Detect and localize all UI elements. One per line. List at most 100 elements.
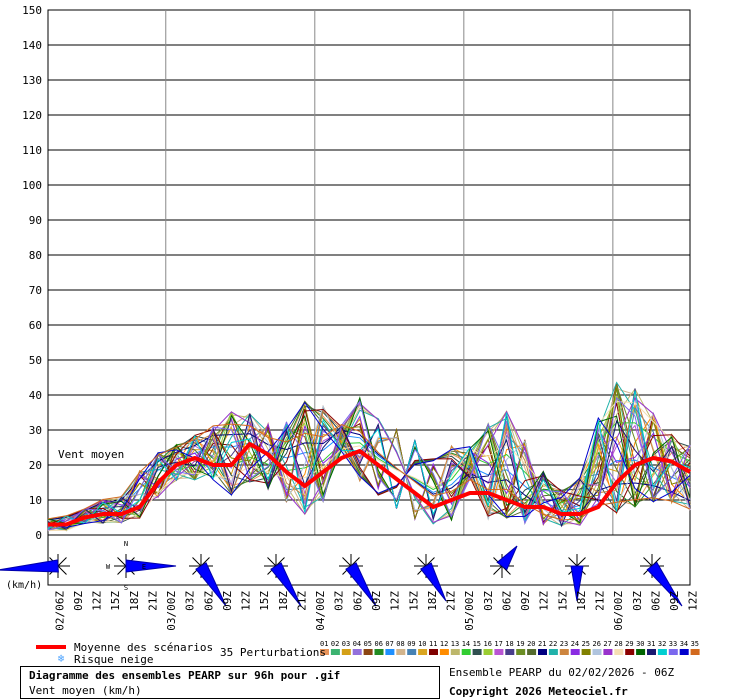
wind-row-frame <box>47 534 691 586</box>
y-tick-label: 100 <box>22 179 42 192</box>
perturbation-swatch <box>538 649 547 655</box>
perturbation-id: 21 <box>538 640 546 648</box>
x-tick-label: 03Z <box>184 591 197 611</box>
x-tick-label: 05/00Z <box>463 591 476 631</box>
perturbation-swatch <box>647 649 656 655</box>
perturbation-swatch <box>341 649 351 655</box>
x-tick-label: 18Z <box>128 591 141 611</box>
perturbation-swatch <box>668 649 678 655</box>
title-box: Diagramme des ensembles PEARP sur 96h po… <box>20 666 440 699</box>
member-line <box>47 423 691 521</box>
y-tick-label: 40 <box>29 389 42 402</box>
x-tick-label: 03Z <box>482 591 495 611</box>
x-tick-label: 06Z <box>649 591 662 611</box>
legend-snow-label: Risque neige <box>74 653 154 666</box>
perturbation-id: 23 <box>560 640 568 648</box>
wind-rose-icon <box>189 554 227 607</box>
perturbation-id: 20 <box>527 640 535 648</box>
y-tick-label: 120 <box>22 109 42 122</box>
diagram-subtitle: Vent moyen (km/h) <box>29 684 142 697</box>
x-tick-label: 06Z <box>202 591 215 611</box>
x-axis: 02/06Z 09Z 12Z 15Z 18Z 21Z 03/00Z 03Z 06Z 09Z 12Z 1… <box>53 591 699 631</box>
perturbation-id: 04 <box>353 640 361 648</box>
x-tick-label: 12Z <box>240 591 253 611</box>
wind-rose-icon <box>114 554 177 578</box>
perturbation-swatch <box>581 649 591 655</box>
perturbation-id: 27 <box>603 640 611 648</box>
perturbation-swatch <box>396 649 406 655</box>
perturbation-swatch <box>407 649 417 655</box>
mean-series-line <box>48 442 691 527</box>
perturbation-swatch <box>374 649 384 655</box>
perturbation-swatch <box>418 649 428 655</box>
x-tick-label: 12Z <box>538 591 551 611</box>
y-tick-label: 90 <box>29 214 42 227</box>
unit-label: (km/h) <box>6 580 43 591</box>
perturbation-id: 28 <box>614 640 622 648</box>
perturbation-id: 09 <box>407 640 415 648</box>
y-tick-label: 110 <box>22 144 42 157</box>
perturbation-id: 22 <box>549 640 557 648</box>
perturbation-swatch <box>494 649 504 655</box>
perturbation-swatch <box>516 649 526 655</box>
wind-rose-icon <box>565 554 589 602</box>
x-tick-label: 06Z <box>500 591 513 611</box>
y-tick-label: 10 <box>29 494 42 507</box>
compass-label: E <box>142 563 146 571</box>
perturbation-swatch <box>330 649 340 655</box>
perturbation-id: 14 <box>462 640 470 648</box>
perturbation-swatch <box>385 649 395 655</box>
x-tick-label: 18Z <box>575 591 588 611</box>
wind-direction-row: N W E S <box>0 540 683 607</box>
x-tick-label: 09Z <box>519 591 532 611</box>
x-tick-label: 09Z <box>221 591 234 611</box>
y-tick-label: 20 <box>29 459 42 472</box>
x-tick-label: 12Z <box>687 591 700 611</box>
x-tick-label: 06/00Z <box>612 591 625 631</box>
perturbation-swatch <box>570 649 580 655</box>
x-tick-label: 04/00Z <box>314 591 327 631</box>
x-tick-label: 18Z <box>426 591 439 611</box>
y-tick-label: 70 <box>29 284 42 297</box>
compass-label: S <box>124 584 128 592</box>
ensemble-info: Ensemble PEARP du 02/02/2026 - 06Z <box>449 666 675 679</box>
legend: ❄01 02 03 04 05 06 07 08 09 10 11 12 13 14 15 16 17 18 19 2… <box>36 640 700 665</box>
diagram-title: Diagramme des ensembles PEARP sur 96h po… <box>29 669 341 682</box>
perturbation-id: 01 <box>320 640 328 648</box>
x-tick-label: 21Z <box>445 591 458 611</box>
mean-line <box>48 442 691 527</box>
perturbation-swatch <box>603 649 613 655</box>
wind-rose-icon <box>339 554 377 607</box>
x-tick-label: 15Z <box>109 591 122 611</box>
perturbation-id: 26 <box>593 640 601 648</box>
y-tick-label: 0 <box>35 529 42 542</box>
wind-rose-icon <box>0 554 70 578</box>
x-tick-label: 21Z <box>594 591 607 611</box>
perturbation-id: 18 <box>505 640 513 648</box>
perturbation-id: 05 <box>364 640 372 648</box>
perturbation-id: 25 <box>582 640 590 648</box>
perturbation-swatch <box>527 649 537 655</box>
chart-grid <box>47 9 691 586</box>
member-line <box>47 406 691 530</box>
x-tick-label: 02/06Z <box>53 591 66 631</box>
wind-rose-icon <box>414 554 447 602</box>
perturbation-id: 35 <box>691 640 699 648</box>
perturbation-swatch <box>429 649 438 655</box>
x-tick-label: 21Z <box>146 591 159 611</box>
x-tick-label: 21Z <box>295 591 308 611</box>
x-tick-label: 12Z <box>91 591 104 611</box>
perturbation-id: 13 <box>451 640 459 648</box>
member-line <box>47 408 691 526</box>
perturbation-id: 08 <box>396 640 404 648</box>
series-caption: Vent moyen <box>58 448 125 461</box>
y-tick-label: 150 <box>22 4 42 17</box>
perturbation-id: 17 <box>494 640 502 648</box>
y-tick-label: 80 <box>29 249 42 262</box>
x-tick-label: 12Z <box>389 591 402 611</box>
x-tick-label: 09Z <box>370 591 383 611</box>
perturbation-id: 02 <box>331 640 339 648</box>
perturbation-swatch <box>636 649 646 655</box>
member-line <box>47 397 691 529</box>
